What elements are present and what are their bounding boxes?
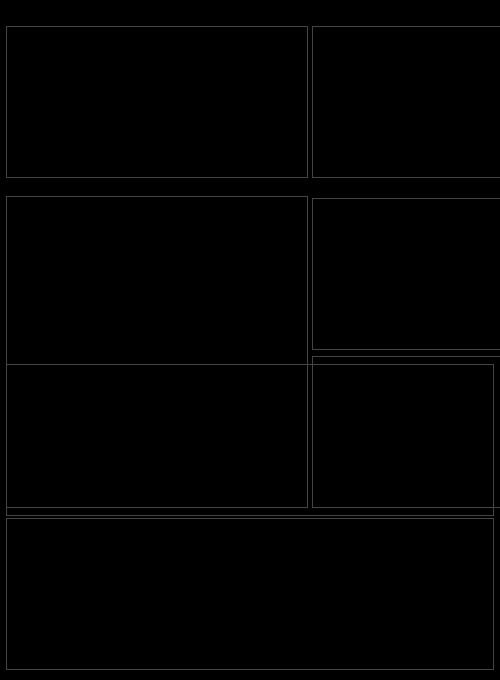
chart-cci — [7, 197, 307, 347]
chart-price — [313, 27, 500, 177]
chart-stoch-lower — [7, 519, 307, 669]
panel-price — [312, 26, 500, 178]
chart-adx — [313, 199, 500, 349]
stochastics-section — [6, 361, 494, 670]
panel-adx — [312, 198, 500, 350]
panel-b — [6, 26, 308, 178]
panel-stoch-lower — [6, 518, 494, 670]
panel-stoch-upper — [6, 364, 494, 516]
chart-stoch-upper — [7, 365, 307, 515]
page-header — [0, 0, 500, 8]
chart-b — [7, 27, 307, 177]
